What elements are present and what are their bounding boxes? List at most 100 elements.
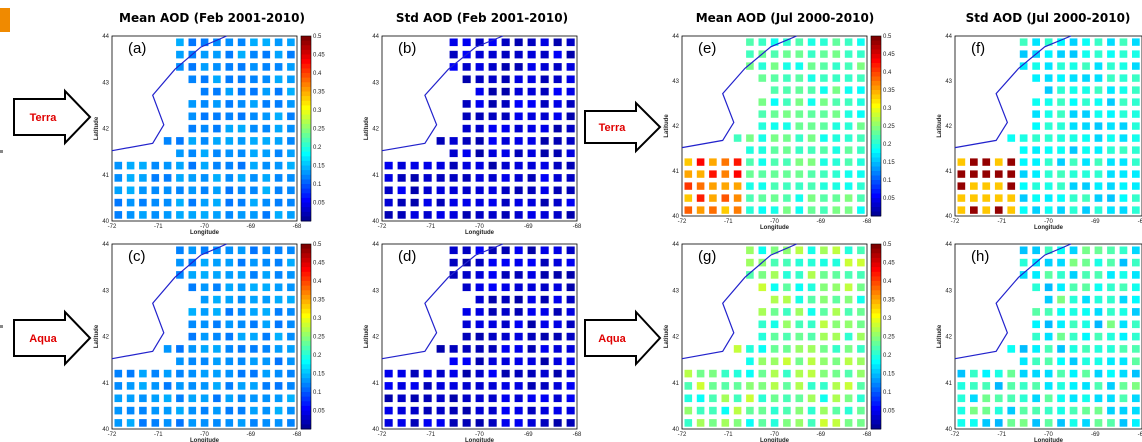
aod-cell [262,87,271,96]
aod-cell [1069,258,1078,267]
y-tick-label: 43 [672,288,679,294]
aod-cell [237,161,246,170]
aod-cell [709,369,717,378]
aod-cell [176,38,184,47]
aod-cell [1132,332,1140,341]
colorbar-segment [871,271,881,277]
aod-cell [225,382,234,390]
aod-cell [970,158,978,166]
aod-cell [225,211,234,219]
aod-cell [237,38,246,47]
aod-cell [462,124,471,133]
aod-cell [857,182,865,190]
aod-cell [540,382,549,390]
aod-cell [225,38,234,47]
aod-cell [225,258,234,267]
aod-cell [820,134,828,142]
aod-cell [488,406,497,415]
aod-cell [449,382,458,390]
aod-cell [200,100,209,108]
aod-cell [746,146,754,154]
aod-cell [488,283,497,292]
aod-cell [758,320,767,329]
aod-cell [237,174,246,182]
aod-cell [488,419,497,427]
aod-cell [514,295,523,304]
aod-cell [527,394,536,403]
aod-cell [696,394,705,403]
aod-cell [820,122,828,130]
aod-cell [1069,345,1078,353]
aod-cell [783,74,791,82]
aod-cell [1107,419,1115,427]
aod-cell [250,198,258,207]
aod-cell [1044,382,1053,390]
aod-cell [188,357,197,366]
aod-cell [188,246,197,255]
colorbar-segment [871,392,881,398]
y-tick-label: 44 [372,34,379,40]
colorbar-tick-label: 0.1 [313,390,322,396]
aod-cell [262,295,271,304]
arrow-label-aqua-right: Aqua [598,333,626,345]
aod-cell [758,357,767,366]
colorbar-segment [301,165,311,171]
aod-cell [746,38,754,46]
aod-cell [758,332,767,341]
aod-cell [213,258,221,267]
aod-cell [1069,122,1078,130]
aod-cell [566,419,575,427]
aod-cell [553,369,562,378]
aod-cell [1082,182,1090,190]
aod-cell [188,369,197,378]
aod-cell [540,419,549,427]
aod-cell [1044,295,1053,304]
colorbar-segment [871,257,881,263]
y-tick-label: 41 [102,173,109,179]
aod-cell [783,246,791,255]
aod-cell [423,186,432,195]
aod-cell [770,246,779,255]
aod-cell [397,186,406,195]
aod-cell [994,394,1003,403]
colorbar-frame [870,243,882,430]
x-tick-label: -72 [378,432,387,438]
aod-cell [820,394,828,403]
aod-cell [820,283,828,292]
aod-cell [832,406,841,415]
aod-cell [820,170,828,178]
aod-cell [1032,158,1040,166]
aod-cell [126,394,135,403]
y-tick-label: 42 [672,335,679,341]
aod-cell [1069,170,1078,178]
aod-cell [684,394,693,403]
aod-cell [857,258,865,267]
x-tick-label: -70 [1044,219,1053,225]
aod-cell [436,369,445,378]
aod-cell [795,271,804,279]
aod-cell [758,406,767,415]
aod-cell [820,357,828,366]
colorbar-segment [871,175,881,181]
aod-cell [696,170,705,178]
y-tick-label: 41 [672,381,679,387]
colorbar-segment [871,90,881,95]
aod-cell [423,198,432,207]
aod-cell [114,419,123,427]
aod-cell [262,186,271,195]
panel-letter: (h) [971,248,989,265]
aod-cell [250,174,258,182]
aod-cell [287,394,295,403]
y-tick-label: 43 [672,79,679,85]
colorbar-segment [301,179,311,185]
aod-cell [449,137,458,145]
aod-cell [832,320,841,329]
colorbar-segment [871,171,881,176]
aod-cell [1069,86,1078,94]
colorbar-tick-label: 0.1 [313,182,322,188]
aod-cell [1132,38,1140,46]
aod-cell [449,258,458,267]
colorbar-tick-label: 0.05 [883,409,895,415]
aod-cell [200,369,209,378]
x-tick-label: -70 [1044,432,1053,438]
